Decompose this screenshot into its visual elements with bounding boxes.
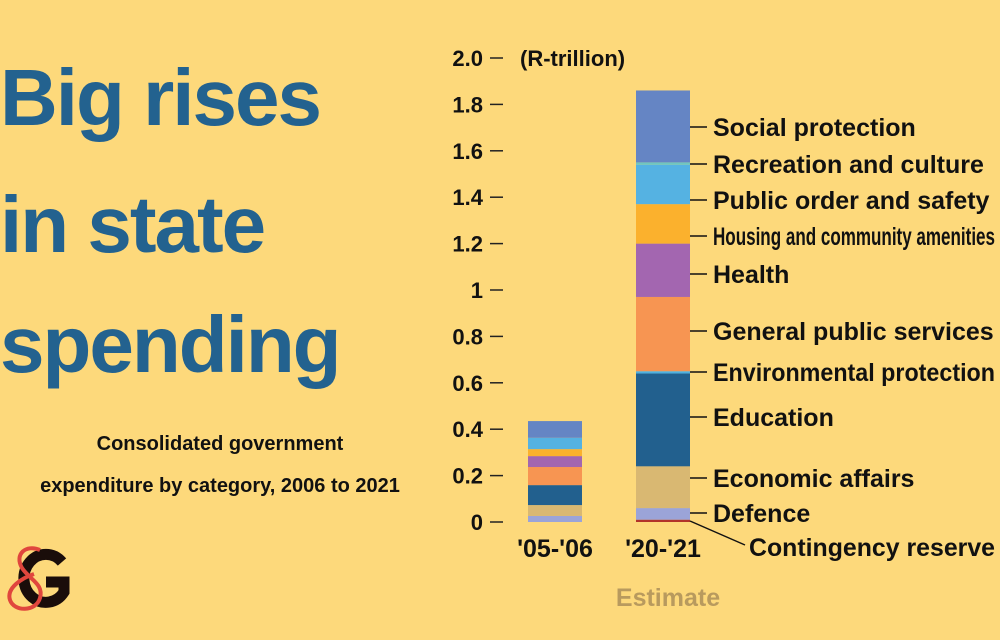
bar-segment [636,466,690,509]
series-label: Economic affairs [713,465,914,493]
category-label: '05-'06 [517,535,593,563]
unit-label: (R-trillion) [520,46,625,71]
y-tick-label: 1.2 [452,232,483,257]
bar-segment [528,515,582,522]
bar-segment [528,421,582,438]
series-label: Public order and safety [713,187,990,215]
y-tick-label: 1.6 [452,139,483,164]
y-tick-label: 1.4 [452,185,483,210]
series-label: General public services [713,318,994,346]
category-note: Estimate [616,584,720,612]
bar-segment [636,519,690,522]
bar-segment [636,373,690,467]
y-tick-label: 0.2 [452,464,483,489]
logo-ampersand-shape [7,546,43,611]
headline-line-2: in state [0,180,266,269]
subtitle-line-1: Consolidated government [96,433,344,455]
bar-segment [636,164,690,205]
series-label: Housing and community amenities [713,223,995,251]
y-tick-label: 2.0 [452,46,483,71]
leader-line [689,520,746,546]
logo [7,546,70,611]
y-tick-label: 0.4 [452,417,483,442]
series-label: Social protection [713,114,916,142]
subtitle-line-2: expenditure by category, 2006 to 2021 [40,475,400,497]
series-label: Defence [713,500,810,528]
bar-segment [636,162,690,165]
bar-segment [528,456,582,468]
bar-segment [636,296,690,372]
logo-g-shape [18,548,70,608]
bar-segment [636,508,690,520]
y-tick-label: 0.8 [452,324,483,349]
y-tick-label: 1 [471,278,483,303]
y-tick-label: 0.6 [452,371,483,396]
headline-line-1: Big rises [0,53,322,142]
bar-segment [636,371,690,374]
series-label: Health [713,261,789,289]
category-label: '20-'21 [625,535,701,563]
bar-segment [636,243,690,297]
series-label: Education [713,404,834,432]
series-label: Recreation and culture [713,151,984,179]
bar-segment [636,204,690,244]
series-label: Environmental protection [713,359,995,387]
y-tick-label: 0 [471,510,483,535]
bar-segment [528,467,582,486]
bar-segment [528,485,582,506]
headline-line-3: spending [0,300,342,389]
y-tick-label: 1.8 [452,92,483,117]
series-label: Contingency reserve [749,534,995,562]
bar-segment [528,505,582,516]
bar-segment [528,449,582,457]
bar-segment [636,90,690,163]
bar-segment [528,437,582,450]
